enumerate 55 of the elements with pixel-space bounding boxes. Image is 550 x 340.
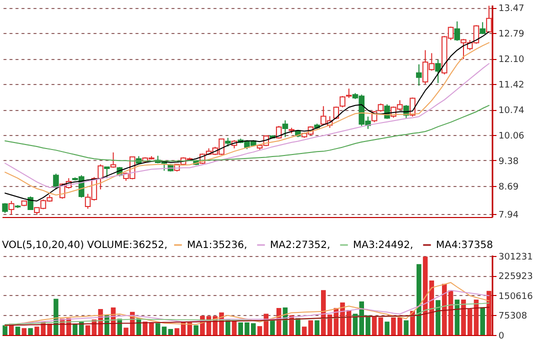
- candlestick: [28, 196, 34, 210]
- bar: [486, 290, 492, 335]
- candlestick: [340, 96, 346, 108]
- candlestick: [104, 166, 110, 179]
- candlestick: [454, 20, 460, 42]
- y-tick-label: 12.10: [498, 55, 525, 66]
- bar: [372, 316, 377, 335]
- candlestick: [8, 200, 14, 216]
- y-tick-label: 301231: [498, 252, 533, 262]
- y-tick-label: 8.69: [498, 182, 519, 193]
- candlestick: [53, 173, 59, 190]
- bar: [28, 328, 33, 335]
- y-tick-label: 7.94: [498, 210, 519, 221]
- y-tick-label: 10.74: [498, 106, 525, 116]
- bar: [194, 325, 198, 335]
- candlestick: [110, 152, 116, 168]
- bar: [2, 325, 8, 335]
- legend-title: VOL(5,10,20,40) VOLUME:36252,: [2, 240, 168, 251]
- bar: [454, 300, 460, 335]
- legend-label: MA1:35236,: [187, 240, 248, 251]
- bar: [416, 264, 422, 335]
- y-tick-label: 0: [498, 332, 504, 340]
- legend-label: MA2:27352,: [270, 240, 330, 251]
- bar: [436, 300, 440, 335]
- candlestick: [346, 88, 352, 98]
- candlestick: [2, 202, 8, 214]
- candlestick: [282, 120, 288, 138]
- line-series: [4, 63, 490, 188]
- y-tick-label: 9.38: [498, 156, 519, 167]
- candlestick: [435, 58, 441, 84]
- y-tick-label: 10.06: [498, 131, 525, 142]
- y-tick-label: 150616: [498, 292, 534, 302]
- y-tick-label: 75308: [498, 312, 528, 322]
- bar: [314, 320, 320, 335]
- bar: [155, 323, 160, 335]
- bar: [480, 307, 485, 335]
- legend-label: MA4:37358: [436, 240, 494, 251]
- legend-label: MA3:24492,: [353, 240, 414, 251]
- line-series: [4, 282, 490, 326]
- candlestick: [416, 64, 422, 86]
- y-tick-label: 11.42: [498, 80, 524, 91]
- bar: [15, 326, 20, 335]
- y-tick-label: 13.47: [498, 4, 524, 14]
- line-series: [4, 306, 490, 326]
- y-tick-label: 225923: [498, 272, 533, 282]
- bar: [22, 328, 27, 335]
- bar: [404, 320, 409, 335]
- bar: [384, 322, 390, 335]
- bar: [296, 318, 300, 335]
- bar: [85, 325, 90, 335]
- bar: [378, 317, 384, 335]
- y-tick-label: 12.79: [498, 29, 525, 40]
- bar: [302, 326, 307, 335]
- bar: [308, 320, 314, 335]
- candlestick: [486, 5, 492, 34]
